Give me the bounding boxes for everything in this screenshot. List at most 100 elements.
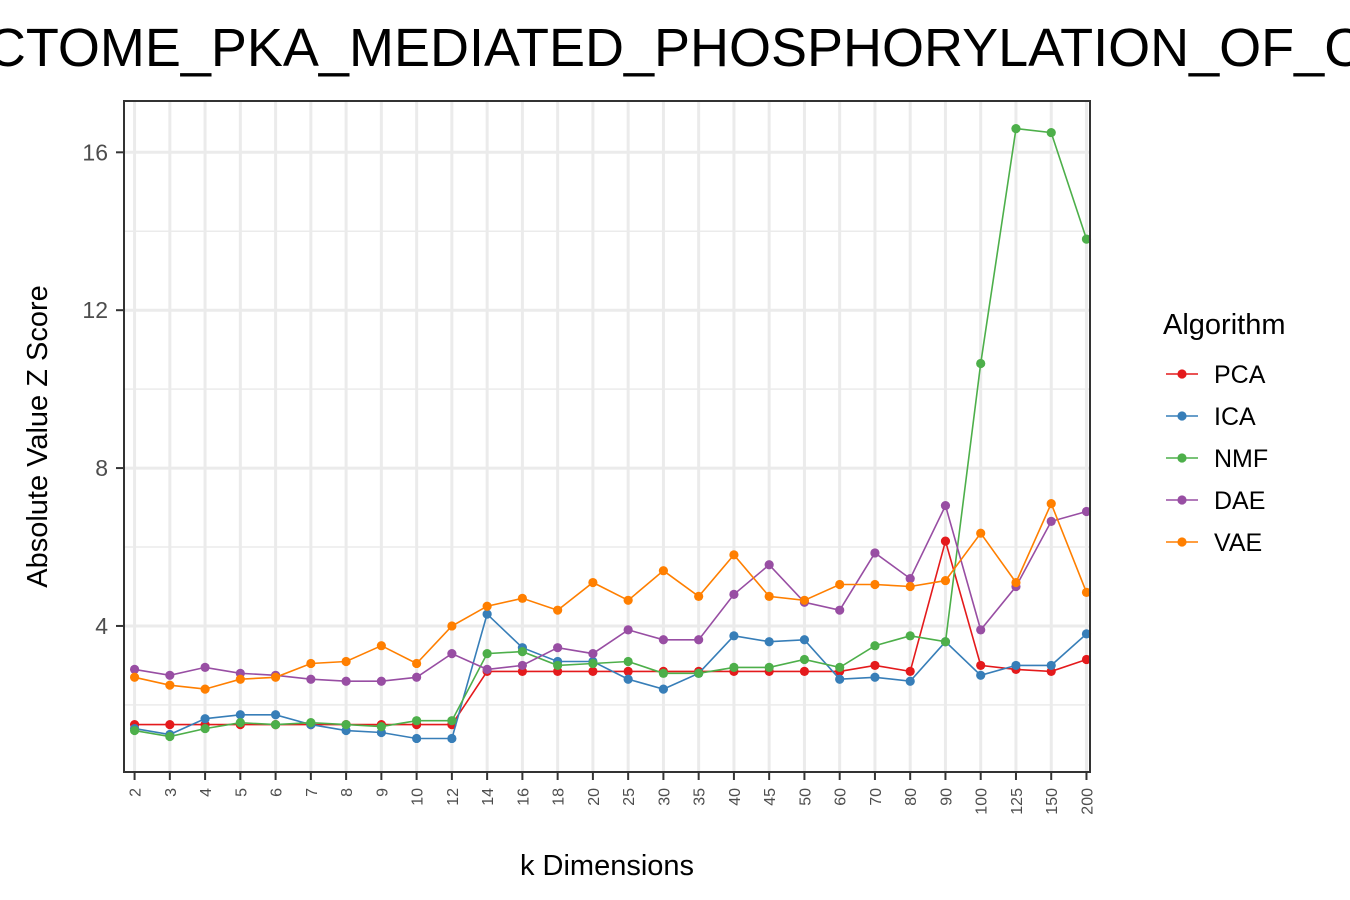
data-point [129,725,140,736]
data-point [200,684,210,694]
data-point [905,581,915,592]
data-point [694,668,704,678]
series-line [134,538,1087,726]
data-point [1081,629,1092,639]
data-point [1081,234,1092,244]
x-tick-label: 30 [656,788,673,806]
data-point [976,670,986,680]
data-point [976,625,986,635]
data-point [235,674,245,684]
data-point [835,605,845,615]
series-line [134,127,1088,738]
legend-item-pca: PCA [1166,361,1266,389]
data-point [835,662,845,673]
legend-item-ica: ICA [1166,403,1256,431]
panel-border [123,100,1091,773]
legend-label: NMF [1214,445,1268,473]
series-nmf [129,124,1092,742]
data-point [553,605,563,615]
x-tick-label: 4 [198,788,215,797]
legend-title: Algorithm [1163,309,1286,341]
data-point [905,631,915,641]
data-point [623,674,633,684]
data-point [764,662,774,673]
data-point [588,577,598,588]
data-point [764,591,774,601]
legend-key-point [1177,369,1187,379]
data-point [588,658,598,669]
legend-label: VAE [1214,529,1262,557]
series-line [134,501,1088,690]
data-point [764,560,774,570]
data-point [129,664,140,674]
chart-title: REACTOME_PKA_MEDIATED_PHOSPHORYLATION_OF… [0,18,1350,78]
data-point [1081,587,1092,598]
x-tick-label: 6 [269,788,286,797]
data-point [976,528,986,538]
legend-label: ICA [1214,403,1256,431]
x-tick-label: 7 [304,788,321,797]
data-point [129,672,140,682]
data-point [553,660,563,671]
x-tick-label: 60 [833,788,850,806]
x-tick-label: 20 [586,788,603,806]
data-point [1011,660,1021,671]
series-line [134,503,1087,683]
data-point [200,714,210,724]
data-point [694,635,704,645]
data-point [1046,127,1056,138]
data-point [694,591,704,601]
x-tick-label: 8 [339,788,356,797]
data-point [623,656,633,667]
data-point [835,674,845,684]
data-point [1046,660,1056,671]
legend-key-point [1177,453,1187,463]
x-tick-label: 16 [515,788,532,806]
y-tick-label: 12 [82,297,108,323]
series-ica [129,609,1092,744]
x-tick-label: 35 [692,788,709,806]
legend-key-point [1177,411,1187,421]
data-point [870,579,880,590]
data-point [729,631,739,641]
x-tick-label: 100 [974,788,991,815]
data-point [976,358,986,369]
data-point [165,670,175,680]
x-tick-label: 10 [410,788,427,806]
data-point [905,573,915,584]
legend-label: PCA [1214,361,1266,389]
data-point [165,731,175,742]
data-point [623,666,633,676]
data-point [200,662,210,673]
data-point [729,589,739,599]
data-point [799,595,810,605]
data-point [623,625,633,635]
data-point [517,660,527,671]
data-point [165,680,175,690]
data-point [1046,516,1056,526]
data-point [412,733,422,744]
data-point [270,710,281,720]
data-point [658,566,669,576]
data-point [658,635,669,645]
data-point [1011,124,1021,134]
data-point [412,658,422,669]
data-point [1046,499,1056,509]
data-point [658,668,669,678]
x-tick-label: 50 [797,788,814,806]
data-point [799,654,810,665]
data-point [341,676,351,686]
legend-label: DAE [1214,487,1265,515]
x-tick-label: 70 [868,788,885,806]
x-tick-label: 125 [1009,788,1026,815]
data-point [764,637,774,647]
data-point [447,716,457,726]
x-tick-label: 12 [445,788,462,806]
y-tick-label: 4 [95,613,108,639]
data-point [553,643,563,653]
x-tick-label: 2 [128,788,145,797]
data-point [940,637,951,647]
data-point [270,672,281,682]
data-point [799,666,810,676]
